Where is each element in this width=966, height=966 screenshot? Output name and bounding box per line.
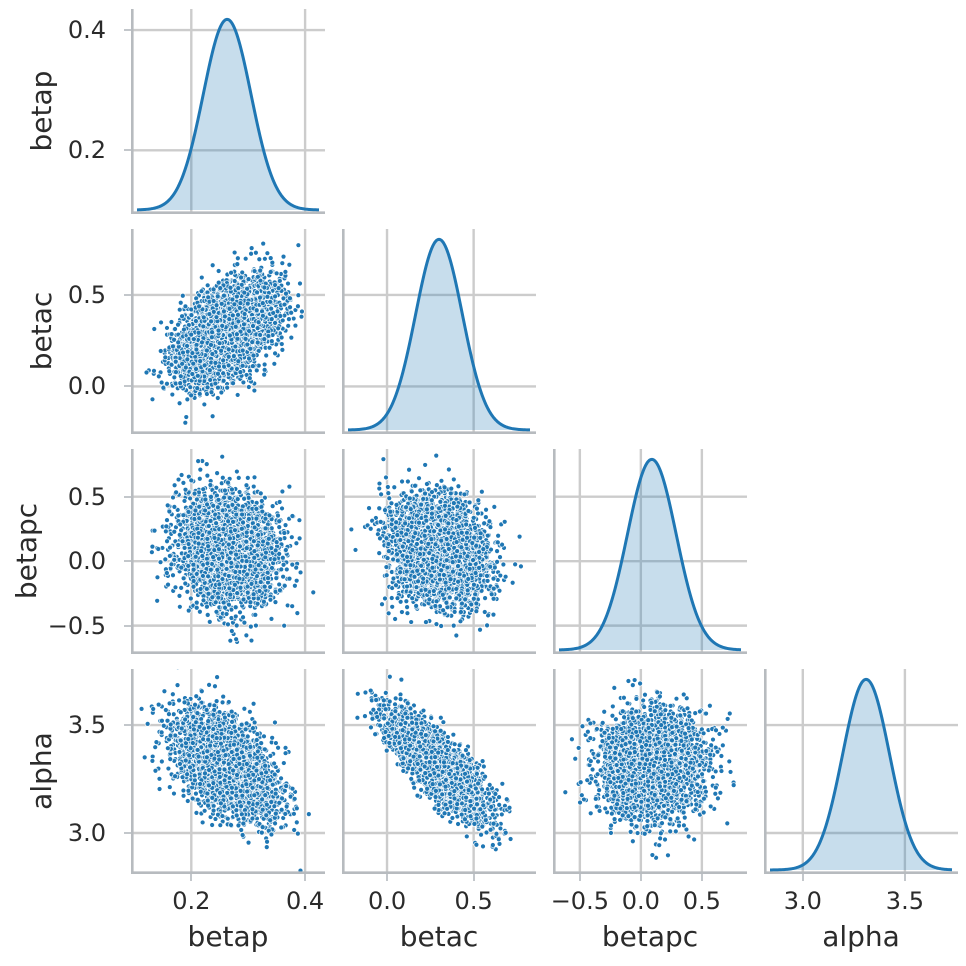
panel-scatter-betap-betac — [131, 229, 325, 434]
panel-canvas — [131, 9, 325, 214]
y-tick-mark — [124, 29, 131, 32]
y-tick-mark — [124, 149, 131, 152]
y-axis-label-betap: betap — [25, 70, 58, 152]
x-tick-mark — [801, 874, 804, 881]
panel-scatter-betac-alpha — [342, 669, 536, 874]
panel-canvas — [764, 669, 958, 874]
y-tick-mark — [124, 495, 131, 498]
x-tick-label-betac: 0.5 — [454, 887, 493, 915]
panel-canvas — [553, 669, 747, 874]
y-tick-mark — [124, 624, 131, 627]
panel-kde-alpha — [764, 669, 958, 874]
panel-canvas — [131, 449, 325, 654]
y-tick-label-betapc: −0.5 — [47, 611, 106, 640]
panel-canvas — [342, 669, 536, 874]
x-tick-label-alpha: 3.0 — [783, 887, 822, 915]
y-axis-label-betapc: betapc — [10, 502, 43, 600]
panel-scatter-betap-betapc — [131, 449, 325, 654]
y-tick-label-betapc: 0.0 — [67, 547, 106, 576]
x-tick-label-betac: 0.0 — [367, 887, 407, 915]
x-tick-mark — [903, 874, 906, 881]
x-tick-label-betapc: −0.5 — [550, 887, 609, 915]
x-axis-label-betac: betac — [399, 920, 479, 953]
x-axis-label-alpha: alpha — [822, 920, 900, 953]
x-tick-mark — [472, 874, 475, 881]
panel-scatter-betapc-alpha — [553, 669, 747, 874]
x-tick-mark — [190, 874, 193, 881]
x-tick-mark — [700, 874, 703, 881]
y-tick-label-alpha: 3.5 — [67, 711, 106, 740]
x-tick-label-betapc: 0.5 — [682, 887, 721, 915]
y-tick-label-alpha: 3.0 — [67, 819, 106, 847]
panel-kde-betapc — [553, 449, 747, 654]
panel-canvas — [342, 229, 536, 434]
panel-kde-betac — [342, 229, 536, 434]
y-axis-label-betac: betac — [25, 291, 58, 371]
y-tick-label-betap: 0.2 — [67, 136, 106, 165]
x-tick-mark — [639, 874, 642, 881]
panel-canvas — [131, 229, 325, 434]
x-axis-label-betap: betap — [187, 920, 269, 953]
x-tick-label-betap: 0.4 — [285, 887, 325, 915]
x-axis-label-betapc: betapc — [601, 920, 699, 953]
x-tick-label-betap: 0.2 — [172, 887, 211, 915]
y-tick-mark — [124, 293, 131, 296]
y-axis-label-alpha: alpha — [25, 732, 58, 810]
y-tick-mark — [124, 832, 131, 834]
panel-canvas — [342, 449, 536, 654]
x-tick-label-alpha: 3.5 — [885, 887, 924, 915]
y-tick-label-betap: 0.4 — [67, 16, 106, 45]
y-tick-mark — [124, 560, 131, 563]
x-tick-mark — [304, 874, 307, 881]
panel-canvas — [131, 669, 325, 874]
panel-kde-betap — [131, 9, 325, 214]
x-tick-label-betapc: 0.0 — [621, 887, 660, 915]
y-tick-label-betac: 0.0 — [67, 372, 106, 401]
x-tick-mark — [578, 874, 581, 881]
x-tick-mark — [386, 874, 389, 881]
panel-scatter-betac-betapc — [342, 449, 536, 654]
y-tick-mark — [124, 724, 131, 727]
y-tick-label-betapc: 0.5 — [67, 482, 106, 511]
panel-canvas — [553, 449, 747, 654]
y-tick-label-betac: 0.5 — [67, 280, 106, 309]
panel-scatter-betap-alpha — [131, 669, 325, 874]
y-tick-mark — [124, 385, 131, 388]
